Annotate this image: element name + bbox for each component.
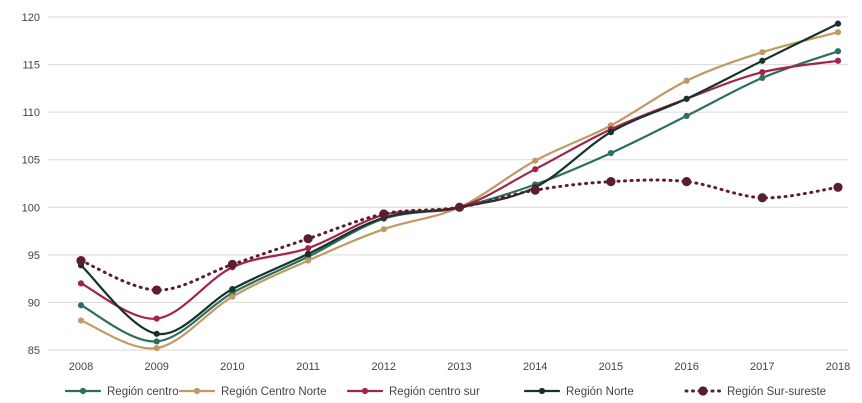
data-point (379, 209, 389, 219)
x-tick-label: 2011 (296, 361, 320, 373)
legend-label: Región centro (107, 386, 179, 398)
data-point (759, 49, 766, 56)
data-point (682, 176, 692, 187)
x-tick-label: 2016 (674, 361, 698, 373)
data-point (759, 57, 766, 64)
data-point (834, 48, 842, 55)
data-point (153, 315, 160, 322)
data-point (834, 20, 842, 27)
data-point (153, 344, 160, 352)
legend-label: Región centro sur (389, 386, 480, 398)
data-point (229, 293, 236, 300)
data-point (759, 74, 766, 81)
data-point (834, 29, 842, 36)
legend-item: Región Centro Norte (178, 386, 326, 398)
data-point (607, 129, 615, 136)
legend: Región centro Región Centro Norte Región c… (64, 386, 826, 398)
data-point (454, 202, 465, 212)
series-line (79, 178, 840, 292)
data-point (683, 77, 690, 84)
series-line (79, 22, 840, 335)
y-tick-label: 95 (28, 250, 40, 262)
x-tick-label: 2009 (144, 361, 168, 373)
legend-swatch-marker (79, 387, 87, 395)
data-point (305, 250, 312, 258)
data-point (532, 157, 539, 164)
data-point (683, 95, 690, 102)
data-point (833, 182, 843, 192)
legend-swatch-marker (193, 387, 201, 395)
gridlines (48, 16, 848, 351)
data-point (759, 69, 766, 76)
legend-swatch-marker (361, 387, 369, 395)
series-4 (76, 176, 843, 295)
y-tick-label: 115 (22, 60, 40, 72)
data-point (607, 149, 615, 157)
x-tick-label: 2013 (447, 361, 471, 373)
data-point (606, 176, 616, 187)
legend-label: Región Norte (566, 386, 634, 398)
data-point (76, 255, 86, 266)
data-point (757, 193, 767, 203)
y-tick-label: 90 (28, 297, 40, 309)
data-point (530, 185, 540, 195)
data-point (683, 112, 690, 120)
series-line (79, 50, 840, 343)
x-tick-label: 2018 (826, 361, 850, 373)
data-point (152, 285, 162, 295)
data-point (77, 280, 85, 287)
data-point (153, 338, 160, 345)
legend-label: Región Sur-sureste (727, 386, 826, 398)
data-point (532, 166, 539, 173)
x-tick-label: 2014 (523, 361, 547, 373)
legend-item: Región Sur-sureste (684, 386, 826, 398)
data-point (153, 330, 160, 337)
y-tick-label: 105 (22, 155, 40, 167)
data-point (77, 317, 85, 324)
legend-item: Región Norte (523, 386, 634, 398)
data-point (305, 245, 312, 252)
legend-item: Región centro sur (346, 386, 480, 398)
legend-item: Región centro (64, 386, 179, 398)
x-tick-label: 2012 (372, 361, 396, 373)
axes: 85 90 95 100 105 110 115 120 2008 2009 2010 2011 201… (22, 12, 851, 373)
data-point (380, 226, 387, 233)
series-3 (77, 20, 842, 337)
data-point (77, 302, 85, 309)
series-lines (76, 20, 843, 352)
y-tick-label: 85 (28, 345, 40, 357)
legend-swatch-marker (538, 387, 546, 395)
x-tick-label: 2008 (69, 361, 93, 373)
y-tick-label: 110 (22, 107, 40, 119)
legend-label: Región Centro Norte (221, 386, 326, 398)
data-point (834, 57, 842, 64)
data-point (305, 257, 312, 264)
legend-swatch-marker (698, 386, 708, 396)
data-point (227, 259, 237, 269)
series-0 (77, 48, 842, 345)
data-point (303, 234, 313, 244)
data-point (229, 286, 236, 293)
x-tick-label: 2017 (750, 361, 774, 373)
series-line (79, 59, 840, 320)
x-tick-label: 2015 (599, 361, 623, 373)
x-tick-label: 2010 (220, 361, 244, 373)
y-tick-label: 100 (22, 202, 40, 214)
y-tick-label: 120 (22, 12, 40, 24)
